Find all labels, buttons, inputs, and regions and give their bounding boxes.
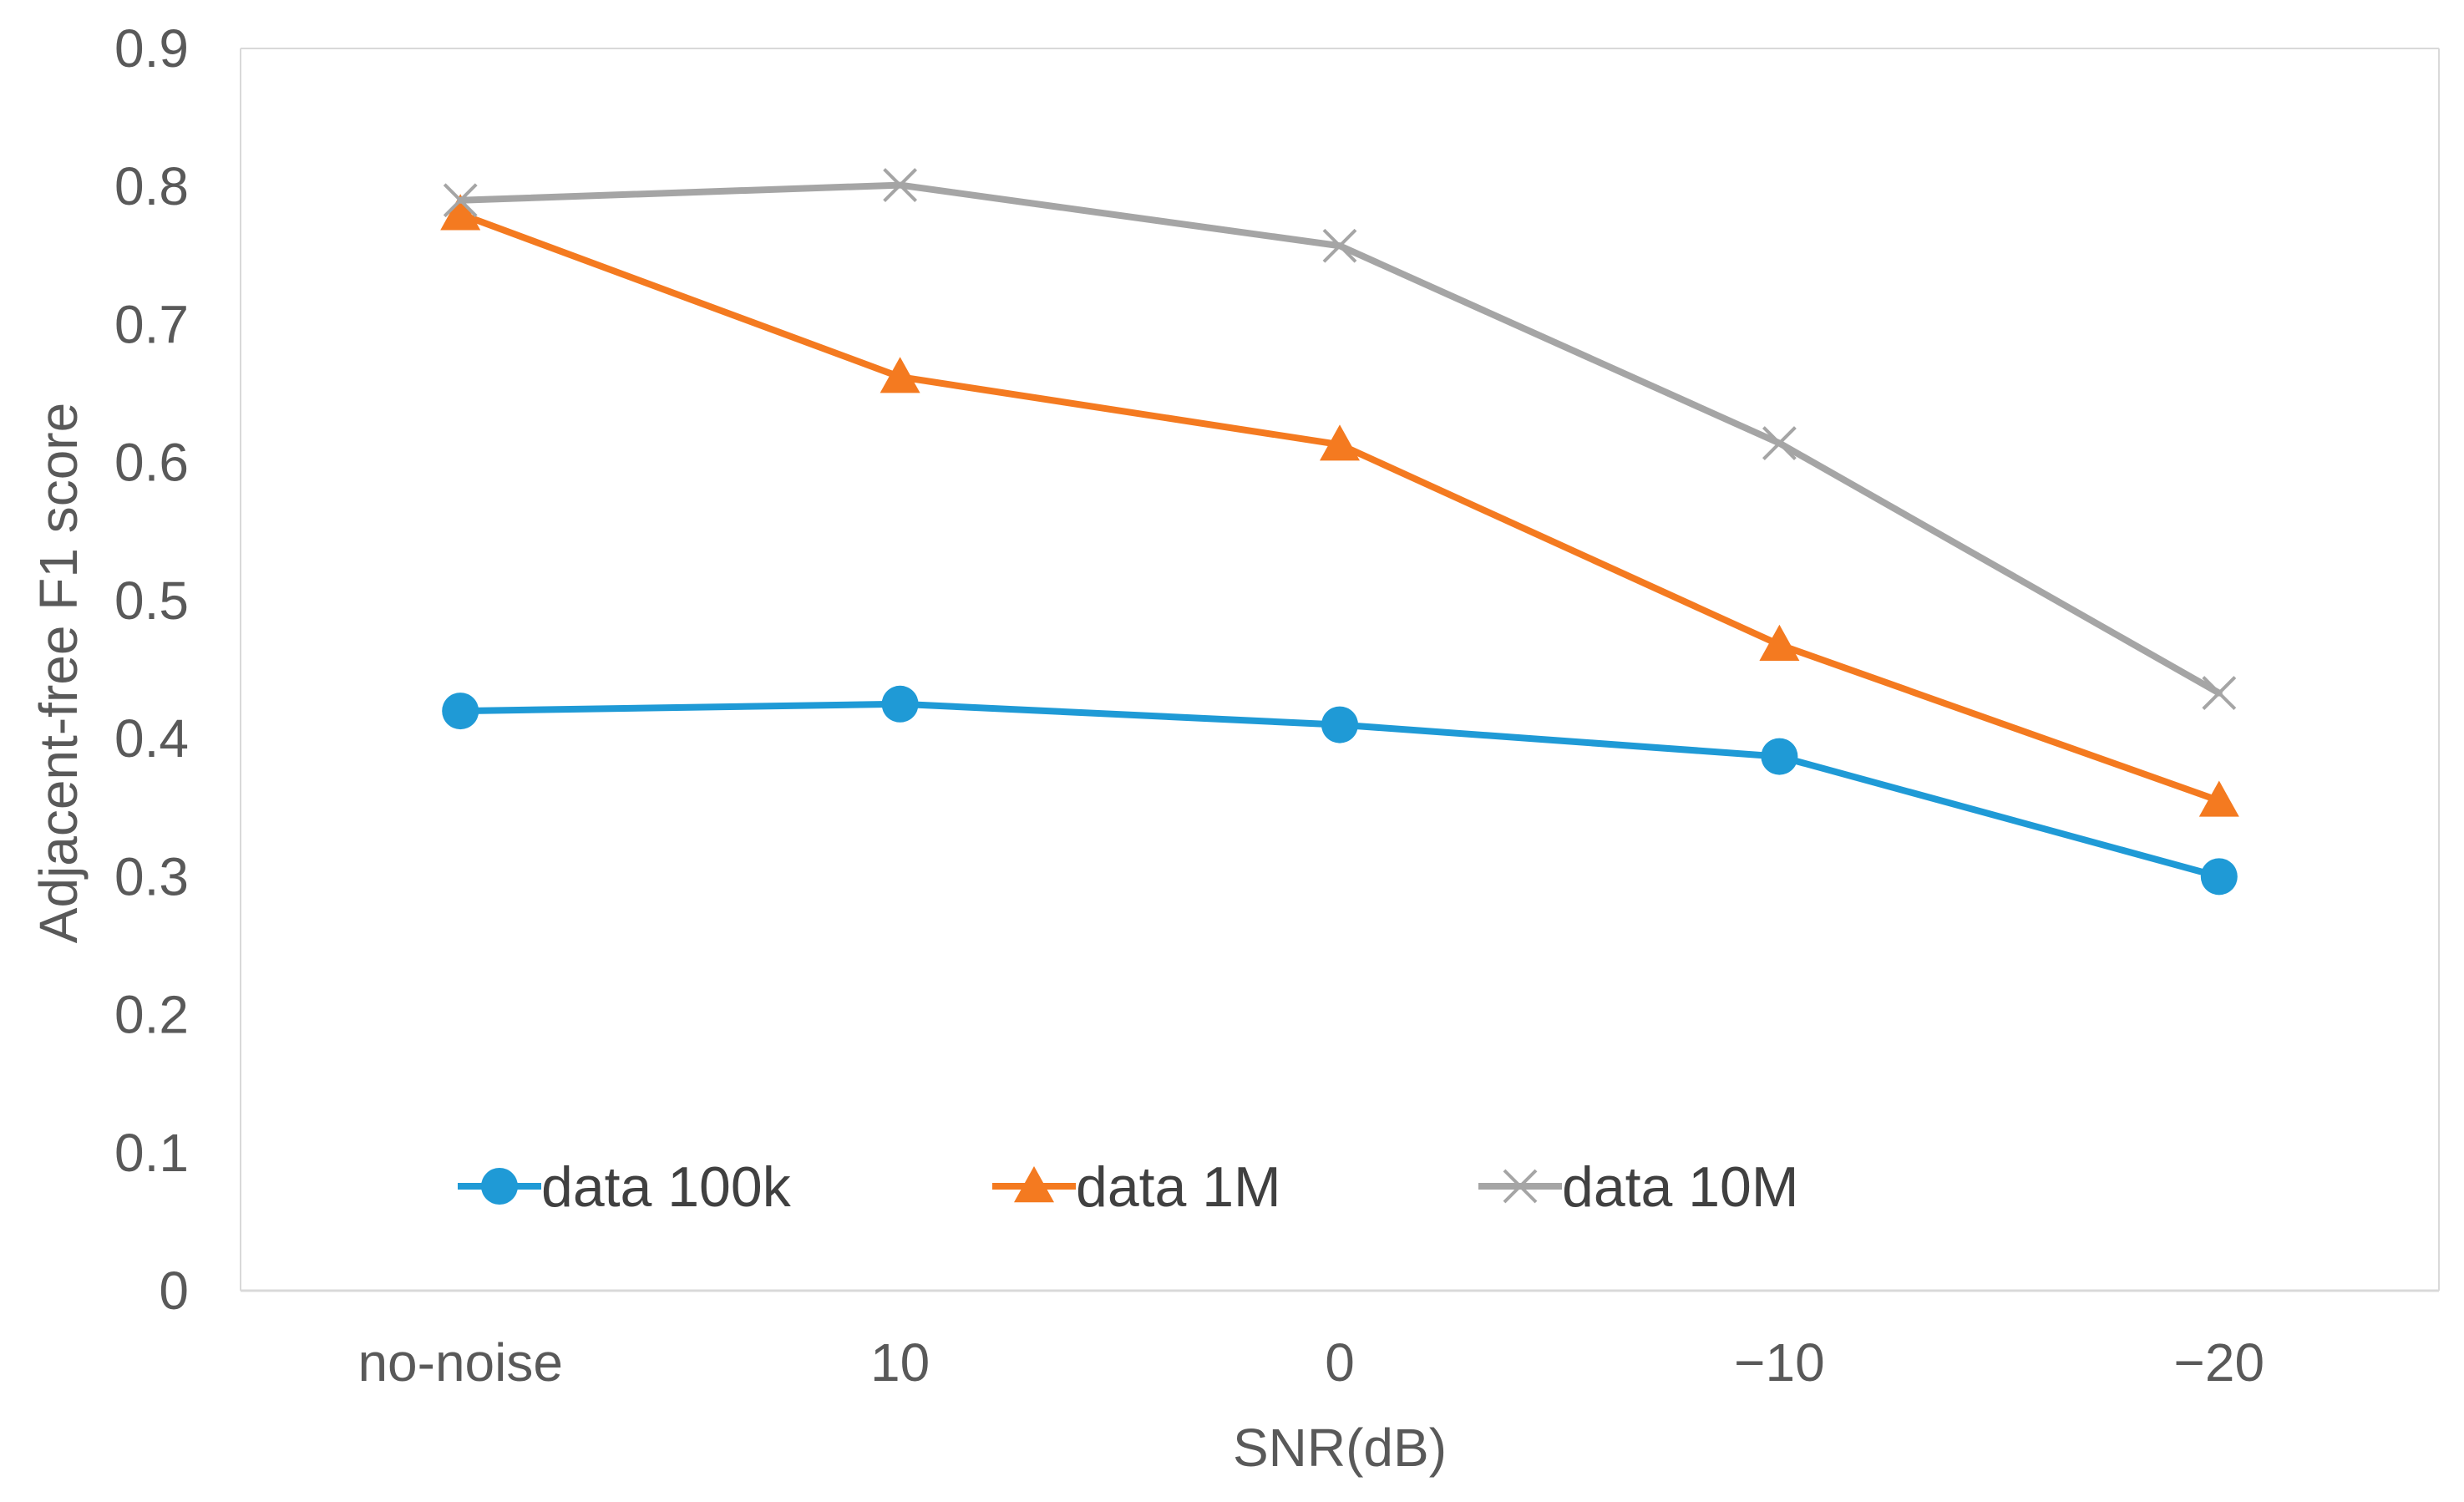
y-tick-label: 0.5 xyxy=(114,571,189,631)
legend-label: data 1M xyxy=(1076,1155,1281,1219)
x-axis-title: SNR(dB) xyxy=(1233,1418,1447,1478)
data-point xyxy=(2200,858,2238,896)
series-layer xyxy=(440,168,2239,896)
y-tick-label: 0.7 xyxy=(114,294,189,354)
y-tick-label: 0.6 xyxy=(114,433,189,493)
data-point xyxy=(883,168,918,202)
y-tick-label: 0.2 xyxy=(114,985,189,1045)
y-tick-label: 0.3 xyxy=(114,846,189,906)
data-point xyxy=(1320,424,1360,461)
x-tick-label: no-noise xyxy=(357,1332,563,1393)
series-2 xyxy=(443,168,2237,711)
x-tick-label: −20 xyxy=(2174,1332,2265,1393)
y-tick-label: 0.8 xyxy=(114,156,189,216)
data-point xyxy=(443,183,478,218)
legend-swatch-marker xyxy=(1503,1169,1538,1204)
series-1 xyxy=(440,194,2239,817)
y-tick-label: 0.1 xyxy=(114,1123,189,1183)
data-point-stroke xyxy=(2202,676,2237,711)
data-point-stroke xyxy=(1762,426,1797,460)
data-point xyxy=(881,685,919,723)
data-point-stroke xyxy=(443,183,478,218)
y-tick-label: 0.9 xyxy=(114,18,189,79)
data-point xyxy=(1321,706,1358,743)
data-point xyxy=(1322,228,1357,263)
y-axis-title: Adjacent-free F1 score xyxy=(28,403,89,943)
legend-item: data 100k xyxy=(458,1155,792,1219)
plot-frame xyxy=(240,48,2440,1292)
legend-swatch-marker xyxy=(481,1168,518,1205)
x-tick-label: 0 xyxy=(1325,1332,1355,1393)
series-0 xyxy=(442,685,2238,896)
y-tick-label: 0 xyxy=(159,1261,189,1321)
data-point-stroke xyxy=(883,168,918,202)
x-tick-label: −10 xyxy=(1734,1332,1825,1393)
x-axis-ticks: no-noise 10 0 −10 −20 xyxy=(357,1332,2264,1393)
legend-label: data 100k xyxy=(541,1155,792,1219)
y-axis-ticks: 0 0.1 0.2 0.3 0.4 0.5 0.6 0.7 0.8 0.9 xyxy=(114,18,189,1321)
data-point-stroke xyxy=(1322,228,1357,263)
data-point xyxy=(2202,676,2237,711)
legend-label: data 10M xyxy=(1562,1155,1799,1219)
x-tick-label: 10 xyxy=(870,1332,930,1393)
legend-item: data 10M xyxy=(1478,1155,1799,1219)
y-tick-label: 0.4 xyxy=(114,708,189,769)
data-point xyxy=(1759,624,1800,661)
data-point xyxy=(440,194,481,231)
legend-item: data 1M xyxy=(992,1155,1281,1219)
legend-swatch-marker-stroke xyxy=(1503,1169,1538,1204)
data-point xyxy=(442,693,479,730)
data-point xyxy=(2198,780,2239,817)
legend: data 100k data 1M data 10M xyxy=(458,1155,1799,1219)
legend-swatch-marker xyxy=(1014,1166,1054,1203)
data-point xyxy=(1762,426,1797,460)
data-point xyxy=(1761,738,1798,775)
data-point xyxy=(880,357,920,393)
